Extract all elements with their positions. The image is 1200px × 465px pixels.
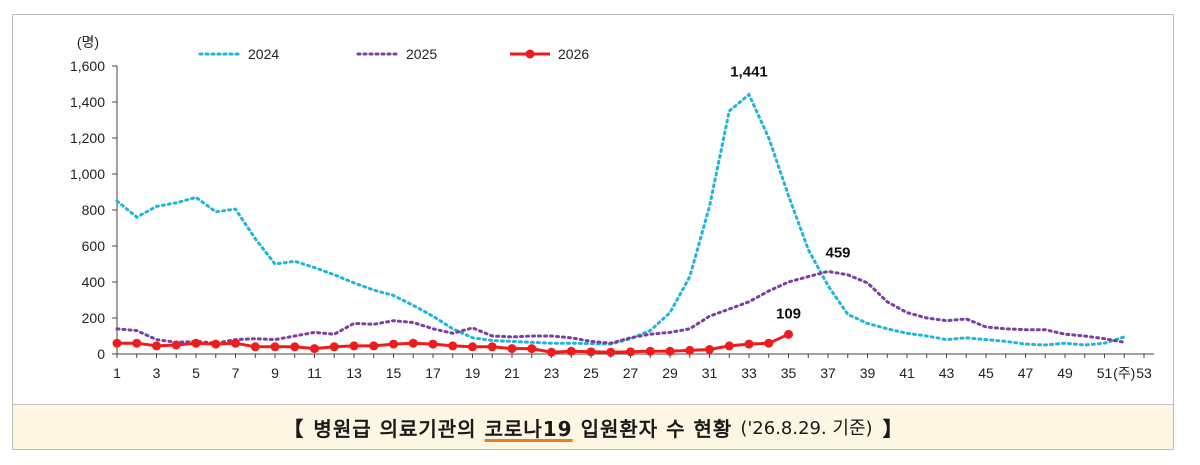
y-tick-label: 1,000: [70, 166, 105, 182]
x-tick-label: 47: [1018, 365, 1034, 381]
series-2026-point: [270, 342, 280, 352]
series-2026-point: [329, 342, 339, 352]
series-2026-point: [389, 339, 398, 349]
y-tick-label: 0: [97, 346, 105, 362]
series-2026-point: [132, 338, 142, 348]
x-tick-label: 1: [113, 365, 121, 381]
x-tick-label: 19: [465, 365, 481, 381]
caption-title-after: 입원환자 수 현황: [572, 416, 733, 441]
x-tick-label: 45: [978, 365, 994, 381]
series-2026-point: [171, 340, 181, 350]
series-2024-line: [115, 92, 1126, 347]
x-tick-label: 7: [232, 365, 240, 381]
chart-caption: 【 병원급 의료기관의 코로나19 입원환자 수 현황 ('26.8.29. 기…: [12, 404, 1174, 450]
x-tick-label: 3: [153, 365, 161, 381]
y-tick-label: 1,600: [70, 58, 105, 74]
series-layer: [112, 92, 1126, 357]
series-2026-point: [231, 338, 240, 348]
series-2026-point: [764, 338, 774, 348]
y-tick-label: 200: [82, 310, 106, 326]
x-tick-label: 35: [781, 365, 797, 381]
y-tick-label: 800: [82, 202, 106, 218]
caption-date-note: ('26.8.29. 기준): [740, 418, 873, 439]
series-2026-point: [250, 342, 260, 352]
series-2026-point: [152, 341, 161, 351]
x-tick-label: 9: [271, 365, 279, 381]
data-label-annotation: 459: [825, 244, 850, 261]
series-2026-point: [112, 338, 122, 348]
x-tick-label: 11: [307, 365, 322, 381]
data-label-annotation: 1,441: [730, 64, 768, 81]
series-2026-point: [566, 346, 576, 356]
caption-title-before: 병원급 의료기관의: [313, 416, 485, 441]
series-2026-point: [349, 341, 359, 351]
x-tick-label: 5: [192, 365, 200, 381]
y-tick-label: 600: [82, 238, 106, 254]
caption-title: 병원급 의료기관의 코로나19 입원환자 수 현황: [313, 413, 732, 442]
series-2026-point: [487, 342, 497, 352]
x-tick-label: 29: [662, 365, 678, 381]
series-2026-point: [507, 344, 517, 354]
x-tick-label: 37: [820, 365, 836, 381]
series-2026-point: [705, 345, 714, 354]
annotations: 1,441 459 109: [730, 64, 850, 323]
series-2026-point: [211, 339, 221, 349]
caption-title-highlight: 코로나19: [484, 416, 573, 441]
series-2026-point: [784, 329, 793, 339]
x-tick-label: 41: [899, 365, 915, 381]
series-2026-point: [606, 347, 616, 357]
series-2026-point: [290, 342, 300, 352]
y-tick-label: 400: [82, 274, 106, 290]
series-2026-point: [626, 347, 635, 357]
legend-marker-2026: [525, 49, 535, 59]
x-axis-label: (주): [1113, 365, 1135, 381]
x-tick-label: 51: [1097, 365, 1113, 381]
x-tick-label: 53: [1136, 365, 1152, 381]
series-2026-point: [685, 345, 695, 355]
x-tick-label: 27: [623, 365, 639, 381]
x-tick-label: 21: [504, 365, 520, 381]
series-2026-point: [310, 344, 319, 354]
x-tick-label: 25: [583, 365, 599, 381]
x-tick-label: 31: [702, 365, 718, 381]
x-tick-label: 23: [544, 365, 560, 381]
y-tick-label: 1,400: [70, 94, 105, 110]
chart-frame: [12, 14, 1174, 450]
caption-close-bracket: 】: [882, 416, 903, 441]
x-tick-label: 13: [346, 365, 362, 381]
series-2025-line: [115, 269, 1126, 345]
chart-legend: 2024 2025 2026: [198, 46, 589, 62]
series-2026-point: [191, 338, 201, 348]
caption-open-bracket: 【: [283, 416, 304, 441]
x-tick-label: 49: [1057, 365, 1073, 381]
y-axis-label: (명): [77, 34, 99, 50]
legend-label-2026: 2026: [558, 46, 589, 62]
series-2026-point: [645, 346, 655, 356]
series-2026-point: [586, 347, 596, 357]
series-2026-point: [724, 341, 734, 351]
x-tick-label: 33: [741, 365, 757, 381]
x-tick-label: 17: [425, 365, 441, 381]
series-2026-point: [369, 341, 379, 351]
series-2026-point: [744, 339, 754, 349]
y-tick-label: 1,200: [70, 130, 105, 146]
series-2026-point: [428, 339, 438, 349]
x-tick-label: 43: [939, 365, 955, 381]
legend-label-2024: 2024: [248, 46, 279, 62]
series-2026-point: [448, 341, 458, 351]
data-label-annotation: 109: [776, 305, 801, 322]
series-2026-point: [547, 347, 556, 357]
series-2026-point: [468, 342, 477, 352]
x-tick-label: 15: [386, 365, 402, 381]
series-2026-point: [665, 346, 675, 356]
legend-label-2025: 2025: [406, 46, 437, 62]
series-2026-point: [527, 344, 537, 354]
series-2026-point: [408, 338, 418, 348]
x-tick-label: 39: [860, 365, 876, 381]
